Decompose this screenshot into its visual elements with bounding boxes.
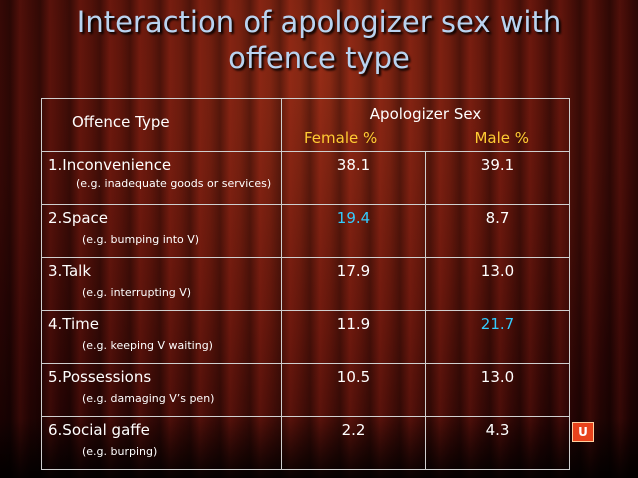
table-row: 3.Talk (e.g. interrupting V) 17.9 13.0 [41,257,570,311]
male-cell: 13.0 [425,363,570,417]
header-female: Female % [304,129,378,147]
female-cell: 17.9 [281,257,426,311]
slide-title-line-1: Interaction of apologizer sex with [76,5,562,39]
header-apologizer-sex: Apologizer Sex [369,105,482,123]
category-example: (e.g. keeping V waiting) [82,339,213,352]
table-row: 2.Space (e.g. bumping into V) 19.4 8.7 [41,204,570,258]
table-row: 5.Possessions (e.g. damaging V’s pen) 10… [41,363,570,417]
category-cell: 2.Space (e.g. bumping into V) [41,204,282,258]
category-example: (e.g. burping) [82,445,158,458]
female-value-highlighted: 19.4 [336,209,371,227]
category-example: (e.g. interrupting V) [82,286,192,299]
female-cell: 10.5 [281,363,426,417]
male-value: 13.0 [480,368,515,386]
category-label: 5.Possessions [48,368,152,386]
table-header-row: Offence Type Apologizer Sex Female % Mal… [41,98,570,152]
category-cell: 3.Talk (e.g. interrupting V) [41,257,282,311]
male-value: 13.0 [480,262,515,280]
male-value: 8.7 [485,209,510,227]
female-value: 10.5 [336,368,371,386]
female-cell: 2.2 [281,416,426,470]
category-cell: 6.Social gaffe (e.g. burping) [41,416,282,470]
u-logo-icon[interactable]: U [572,422,594,442]
female-value: 2.2 [341,421,366,439]
category-label: 2.Space [48,209,109,227]
header-offence-type: Offence Type [72,113,170,131]
male-value: 39.1 [480,156,515,174]
slide-title-line-2: offence type [228,41,410,75]
female-cell: 38.1 [281,151,426,205]
table-row: 6.Social gaffe (e.g. burping) 2.2 4.3 [41,416,570,470]
category-example: (e.g. inadequate goods or services) [76,177,272,190]
female-cell: 19.4 [281,204,426,258]
female-value: 17.9 [336,262,371,280]
table-row: 1.Inconvenience (e.g. inadequate goods o… [41,151,570,205]
male-cell: 8.7 [425,204,570,258]
category-label: 4.Time [48,315,100,333]
category-label: 6.Social gaffe [48,421,150,439]
header-male: Male % [474,129,529,147]
header-offence-type-cell: Offence Type [41,98,282,152]
offence-table: Offence Type Apologizer Sex Female % Mal… [41,98,570,470]
male-cell: 21.7 [425,310,570,364]
category-cell: 5.Possessions (e.g. damaging V’s pen) [41,363,282,417]
female-value: 38.1 [336,156,371,174]
table-row: 4.Time (e.g. keeping V waiting) 11.9 21.… [41,310,570,364]
male-cell: 39.1 [425,151,570,205]
male-value-highlighted: 21.7 [480,315,515,333]
category-example: (e.g. damaging V’s pen) [82,392,215,405]
category-cell: 4.Time (e.g. keeping V waiting) [41,310,282,364]
male-cell: 13.0 [425,257,570,311]
female-value: 11.9 [336,315,371,333]
slide-title: Interaction of apologizer sex with offen… [20,4,618,76]
female-cell: 11.9 [281,310,426,364]
category-label: 3.Talk [48,262,92,280]
male-value: 4.3 [485,421,510,439]
male-cell: 4.3 [425,416,570,470]
category-label: 1.Inconvenience [48,156,172,174]
header-apologizer-sex-cell: Apologizer Sex Female % Male % [281,98,570,152]
category-cell: 1.Inconvenience (e.g. inadequate goods o… [41,151,282,205]
category-example: (e.g. bumping into V) [82,233,200,246]
